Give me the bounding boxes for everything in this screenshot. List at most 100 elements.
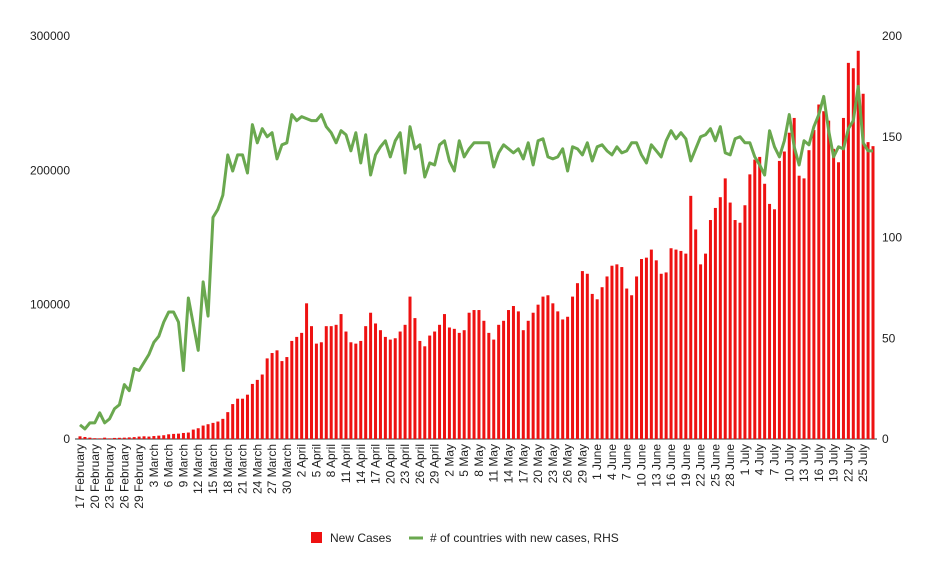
bar bbox=[359, 340, 363, 439]
bar bbox=[837, 162, 841, 440]
bar bbox=[428, 335, 432, 439]
bar bbox=[694, 229, 698, 439]
x-tick-label: 27 March bbox=[265, 444, 279, 494]
x-tick-label: 10 June bbox=[635, 444, 649, 487]
bar bbox=[162, 435, 166, 439]
bar bbox=[511, 306, 515, 439]
bar bbox=[817, 104, 821, 439]
x-tick-label: 3 March bbox=[147, 444, 161, 487]
x-tick-label: 16 June bbox=[664, 444, 678, 487]
bar bbox=[250, 383, 254, 439]
x-tick-label: 11 April bbox=[339, 444, 353, 483]
x-tick-label: 30 March bbox=[280, 444, 294, 494]
bar bbox=[866, 142, 870, 439]
bar bbox=[753, 159, 757, 439]
bar bbox=[147, 436, 151, 439]
bar bbox=[630, 295, 634, 439]
x-tick-label: 20 February bbox=[88, 444, 102, 509]
bar bbox=[551, 303, 555, 439]
bar bbox=[674, 249, 678, 439]
bar bbox=[452, 328, 456, 439]
bar bbox=[595, 299, 599, 439]
bar bbox=[758, 156, 762, 439]
x-tick-label: 15 March bbox=[206, 444, 220, 494]
bar bbox=[536, 304, 540, 439]
bar bbox=[231, 404, 235, 439]
x-tick-label: 7 July bbox=[767, 444, 781, 475]
x-tick-label: 17 April bbox=[369, 444, 383, 484]
bar bbox=[871, 146, 875, 440]
bar bbox=[433, 331, 437, 439]
x-tick-label: 18 March bbox=[221, 444, 235, 494]
bar bbox=[305, 303, 309, 439]
x-tick-label: 26 April bbox=[413, 444, 427, 484]
x-tick-label: 1 June bbox=[590, 444, 604, 480]
bar bbox=[521, 330, 525, 439]
bar bbox=[531, 312, 535, 439]
bar bbox=[566, 316, 570, 439]
y2-tick-label: 50 bbox=[882, 331, 896, 345]
x-tick-label: 1 July bbox=[738, 444, 752, 475]
x-tick-label: 8 April bbox=[324, 444, 338, 477]
bar bbox=[856, 50, 860, 439]
bar bbox=[374, 323, 378, 439]
x-tick-label: 22 June bbox=[694, 444, 708, 487]
x-tick-label: 4 July bbox=[753, 444, 767, 475]
bar bbox=[314, 343, 318, 439]
bar bbox=[177, 433, 181, 439]
bar bbox=[265, 358, 269, 439]
bar bbox=[344, 331, 348, 439]
bar bbox=[635, 276, 639, 439]
bar bbox=[152, 436, 156, 439]
legend: New Cases # of countries with new cases, … bbox=[311, 531, 619, 545]
bar bbox=[393, 338, 397, 439]
bar bbox=[768, 203, 772, 439]
bar bbox=[738, 222, 742, 439]
x-tick-label: 29 February bbox=[132, 444, 146, 509]
legend-label: New Cases bbox=[330, 531, 391, 545]
bar bbox=[413, 318, 417, 439]
bar bbox=[704, 253, 708, 439]
y-tick-label: 100000 bbox=[30, 298, 70, 312]
bar bbox=[241, 398, 245, 439]
bar bbox=[196, 428, 200, 439]
y-tick-label: 0 bbox=[63, 432, 70, 446]
bar bbox=[649, 249, 653, 439]
bar bbox=[88, 437, 92, 439]
bar bbox=[723, 178, 727, 440]
bar bbox=[364, 326, 368, 439]
bar bbox=[625, 288, 629, 439]
bar bbox=[546, 295, 550, 439]
bar bbox=[492, 339, 496, 439]
bar bbox=[324, 326, 328, 439]
bar bbox=[78, 436, 82, 439]
bar bbox=[378, 330, 382, 439]
x-tick-label: 10 July bbox=[782, 444, 796, 482]
bar bbox=[201, 425, 205, 439]
bar bbox=[467, 312, 471, 439]
bar bbox=[245, 394, 249, 439]
bar bbox=[211, 422, 215, 439]
bar bbox=[664, 272, 668, 439]
bar bbox=[600, 287, 604, 439]
y2-tick-label: 100 bbox=[882, 231, 902, 245]
bar bbox=[408, 296, 412, 439]
bar bbox=[442, 314, 446, 439]
legend-swatch bbox=[311, 532, 322, 543]
bar bbox=[103, 437, 107, 439]
bar bbox=[122, 437, 126, 439]
bar bbox=[654, 260, 658, 439]
bar bbox=[748, 174, 752, 439]
x-tick-label: 19 July bbox=[827, 444, 841, 482]
bar bbox=[290, 340, 294, 439]
bar bbox=[615, 264, 619, 439]
x-tick-label: 29 May bbox=[575, 444, 589, 483]
bar bbox=[457, 332, 461, 439]
bar bbox=[733, 220, 737, 439]
bar bbox=[127, 437, 131, 439]
x-tick-label: 17 May bbox=[516, 444, 530, 483]
x-tick-label: 2 May bbox=[442, 444, 456, 477]
x-tick-label: 14 April bbox=[354, 444, 368, 484]
bar bbox=[605, 276, 609, 439]
